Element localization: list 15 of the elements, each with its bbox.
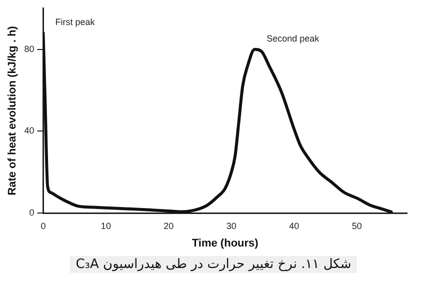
x-tick-label: 0: [40, 220, 46, 231]
y-tick-label: 40: [24, 126, 34, 136]
annotation: Second peak: [266, 33, 320, 44]
annotation: First peak: [55, 16, 96, 27]
x-axis-title: Time (hours): [192, 237, 259, 250]
x-tick-label: 30: [226, 220, 236, 231]
x-tick-label: 10: [100, 220, 111, 231]
y-tick-label: 0: [29, 207, 34, 218]
line-series: [43, 31, 393, 213]
y-axis-title: Rate of heat evolution (kJ/kg . h): [6, 26, 19, 196]
x-tick-label: 20: [164, 220, 174, 231]
x-tick-label: 50: [352, 220, 362, 231]
y-tick-label: 80: [24, 44, 34, 54]
text: شکل ۱۱. نرخ تغییر حرارت در طی هیدراسیون C₃A: [70, 256, 358, 273]
x-tick-label: 40: [289, 220, 300, 231]
